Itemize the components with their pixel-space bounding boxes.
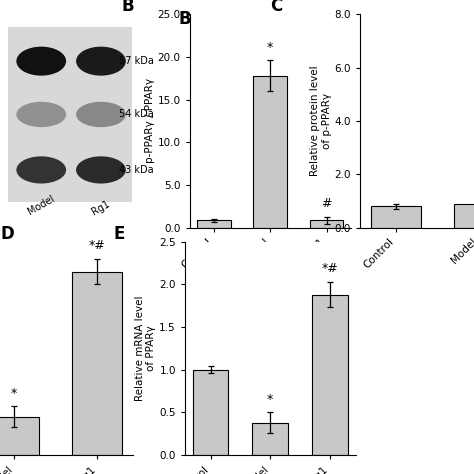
Text: C: C	[270, 0, 283, 15]
Text: *: *	[11, 387, 18, 400]
Text: *#: *#	[89, 239, 105, 252]
Y-axis label: Relative protein level
of p-PPARγ: Relative protein level of p-PPARγ	[310, 65, 332, 176]
Y-axis label: p-PPARγ / PPARγ: p-PPARγ / PPARγ	[145, 78, 155, 164]
Bar	[192, 370, 228, 455]
Text: *: *	[267, 41, 273, 54]
Text: 57 kDa: 57 kDa	[119, 56, 154, 66]
Ellipse shape	[17, 156, 66, 183]
Text: Model: Model	[26, 193, 56, 217]
Ellipse shape	[76, 102, 126, 127]
Bar	[312, 295, 348, 455]
Bar	[197, 220, 231, 228]
Text: 54 kDa: 54 kDa	[119, 109, 154, 119]
Ellipse shape	[17, 102, 66, 127]
Ellipse shape	[76, 46, 126, 76]
Text: 43 kDa: 43 kDa	[119, 165, 154, 175]
Text: *: *	[267, 393, 273, 406]
Ellipse shape	[17, 46, 66, 76]
Text: B: B	[122, 0, 135, 15]
Text: *#: *#	[321, 263, 338, 275]
Bar	[454, 203, 474, 228]
Bar	[310, 220, 344, 228]
Bar	[252, 423, 288, 455]
Ellipse shape	[76, 156, 126, 183]
Bar	[371, 206, 421, 228]
Bar	[0, 417, 39, 455]
Text: #: #	[321, 198, 332, 210]
Text: E: E	[113, 225, 125, 243]
Text: B: B	[179, 10, 191, 28]
Bar	[72, 272, 122, 455]
Bar	[253, 76, 287, 228]
Text: D: D	[0, 225, 14, 243]
Y-axis label: Relative mRNA level
of PPARγ: Relative mRNA level of PPARγ	[135, 296, 156, 401]
FancyBboxPatch shape	[8, 27, 132, 202]
Text: Rg1: Rg1	[90, 199, 112, 217]
